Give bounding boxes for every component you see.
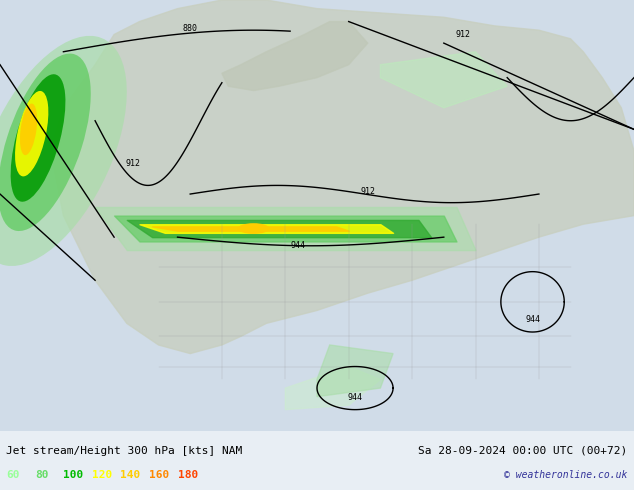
Polygon shape xyxy=(51,0,634,354)
Text: Sa 28-09-2024 00:00 UTC (00+72): Sa 28-09-2024 00:00 UTC (00+72) xyxy=(418,446,628,456)
Ellipse shape xyxy=(0,53,91,231)
Text: 180: 180 xyxy=(178,470,198,480)
Text: 80: 80 xyxy=(35,470,48,480)
Text: Jet stream/Height 300 hPa [kts] NAM: Jet stream/Height 300 hPa [kts] NAM xyxy=(6,446,243,456)
Ellipse shape xyxy=(238,223,269,234)
Text: 100: 100 xyxy=(63,470,84,480)
Ellipse shape xyxy=(11,74,65,202)
Text: 944: 944 xyxy=(347,393,363,402)
Text: 944: 944 xyxy=(290,241,306,250)
Polygon shape xyxy=(285,367,380,410)
Text: 120: 120 xyxy=(92,470,112,480)
FancyBboxPatch shape xyxy=(0,0,634,431)
Text: 912: 912 xyxy=(455,30,470,39)
Ellipse shape xyxy=(20,103,37,155)
Polygon shape xyxy=(380,52,507,108)
Text: 912: 912 xyxy=(360,187,375,196)
Text: 912: 912 xyxy=(126,159,141,169)
Text: 944: 944 xyxy=(525,315,540,323)
Ellipse shape xyxy=(0,36,127,266)
Text: 160: 160 xyxy=(149,470,169,480)
Polygon shape xyxy=(222,22,368,91)
Polygon shape xyxy=(317,345,393,397)
Text: 880: 880 xyxy=(183,24,198,32)
Text: 140: 140 xyxy=(120,470,141,480)
Text: 60: 60 xyxy=(6,470,20,480)
Text: © weatheronline.co.uk: © weatheronline.co.uk xyxy=(504,470,628,480)
Ellipse shape xyxy=(15,91,48,176)
